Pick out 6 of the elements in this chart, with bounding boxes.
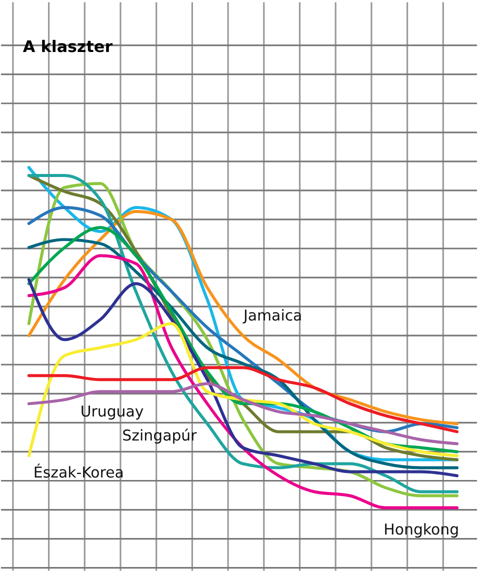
series-label: Szingapúr	[122, 426, 198, 445]
series-label: Jamaica	[242, 306, 302, 325]
series-label: Észak-Korea	[33, 464, 124, 482]
series-label: Uruguay	[80, 402, 144, 421]
chart-title: A klaszter	[22, 36, 113, 56]
series-label: Hongkong	[384, 520, 460, 539]
